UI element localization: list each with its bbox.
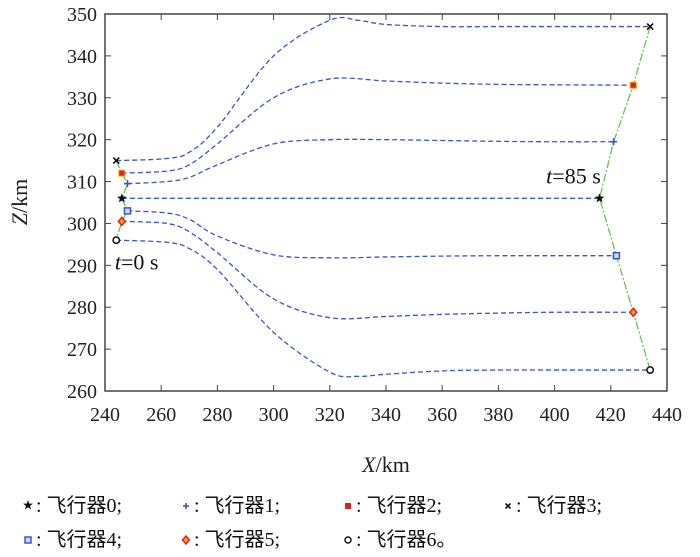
legend-label: : 飞行器1; <box>194 495 281 517</box>
x-tick-label: 420 <box>596 404 626 426</box>
legend-symbol-icon <box>178 492 194 520</box>
axis-ticks: 240 260 280 300 320 340 360 380 400 420 4402602702… <box>67 4 682 426</box>
end-marker-飞行器6 <box>646 366 655 375</box>
legend-item-飞行器5: : 飞行器5; <box>178 526 280 554</box>
legend-item-飞行器4: : 飞行器4; <box>20 526 122 554</box>
trajectory-飞行器1 <box>127 138 614 185</box>
x-tick-label: 380 <box>483 404 513 426</box>
end-marker-飞行器5 <box>628 307 638 318</box>
legend-label: : 飞行器5; <box>194 529 281 551</box>
legend-item-飞行器1: : 飞行器1; <box>178 492 280 520</box>
x-tick-label: 440 <box>652 404 682 426</box>
x-axis-var: X <box>361 452 377 477</box>
y-tick-label: 300 <box>67 213 97 235</box>
start-marker-飞行器6 <box>112 236 121 245</box>
legend-symbol-icon <box>178 526 194 554</box>
y-tick-label: 310 <box>67 172 97 194</box>
legend-label: : 飞行器4; <box>36 529 123 551</box>
start-marker-飞行器4 <box>123 207 132 215</box>
end-marker-飞行器0 <box>594 193 605 203</box>
annotation-1: t=85 s <box>546 164 601 189</box>
formation-end-line <box>598 26 651 371</box>
end-marker-飞行器1 <box>610 138 618 146</box>
legend-label: : 飞行器6。 <box>356 529 457 551</box>
legend-item-飞行器3: : 飞行器3; <box>500 492 602 520</box>
trajectory-飞行器4 <box>127 210 617 259</box>
x-tick-label: 240 <box>90 404 120 426</box>
y-tick-label: 260 <box>67 381 97 403</box>
y-tick-label: 350 <box>67 4 97 26</box>
x-tick-label: 300 <box>259 404 289 426</box>
trajectory-飞行器5 <box>121 220 634 320</box>
aircraft-markers <box>112 23 655 375</box>
x-tick-label: 260 <box>146 404 176 426</box>
y-tick-label: 330 <box>67 88 97 110</box>
legend-label: : 飞行器0; <box>36 495 123 517</box>
x-tick-label: 340 <box>371 404 401 426</box>
y-tick-label: 340 <box>67 46 97 68</box>
end-marker-飞行器3 <box>646 23 654 31</box>
x-tick-label: 320 <box>315 404 345 426</box>
legend-label: : 飞行器3; <box>516 495 603 517</box>
legend-symbol-icon <box>340 492 356 520</box>
y-tick-label: 270 <box>67 339 97 361</box>
legend-symbol-icon <box>20 492 36 520</box>
x-tick-label: 400 <box>540 404 570 426</box>
start-marker-飞行器1 <box>123 180 131 188</box>
start-marker-飞行器2 <box>118 169 126 177</box>
trajectory-飞行器2 <box>121 77 634 174</box>
y-axis-unit: /km <box>7 179 32 213</box>
legend-label: : 飞行器2; <box>356 495 443 517</box>
x-tick-label: 360 <box>427 404 457 426</box>
start-marker-飞行器0 <box>117 193 127 203</box>
end-marker-飞行器2 <box>629 81 637 89</box>
y-axis-title: Z/km <box>7 179 32 225</box>
trajectory-飞行器6 <box>116 239 651 378</box>
legend-item-飞行器6: : 飞行器6。 <box>340 526 457 554</box>
trajectory-飞行器3 <box>116 16 651 162</box>
legend-symbol-icon <box>20 526 36 554</box>
legend-item-飞行器0: : 飞行器0; <box>20 492 122 520</box>
start-marker-飞行器5 <box>117 216 127 227</box>
start-marker-飞行器3 <box>112 157 120 165</box>
x-axis-unit: /km <box>376 452 410 477</box>
legend-item-飞行器2: : 飞行器2; <box>340 492 442 520</box>
legend-symbol-icon <box>340 526 356 554</box>
end-marker-飞行器4 <box>612 251 621 260</box>
annotation-0: t=0 s <box>115 250 159 275</box>
trajectory-chart: 240 260 280 300 320 340 360 380 400 420 4402602702… <box>7 4 682 477</box>
y-tick-label: 280 <box>67 297 97 319</box>
annotations: t=0 s t=85 s <box>115 164 601 275</box>
trajectory-lines <box>116 16 651 378</box>
y-tick-label: 290 <box>67 255 97 277</box>
legend-symbol-icon <box>500 492 516 520</box>
x-axis-title: X/km <box>361 452 410 477</box>
y-tick-label: 320 <box>67 130 97 152</box>
x-tick-label: 280 <box>202 404 232 426</box>
plot-frame <box>104 13 668 392</box>
y-axis-var: Z <box>7 212 32 225</box>
